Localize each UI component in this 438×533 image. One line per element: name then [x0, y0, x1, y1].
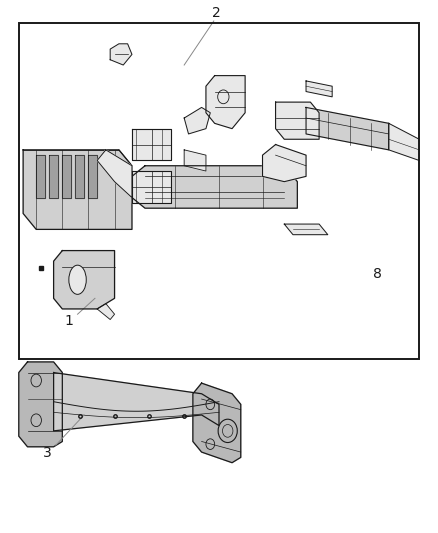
Polygon shape	[23, 150, 132, 229]
Polygon shape	[132, 166, 297, 208]
Text: 8: 8	[374, 268, 382, 281]
Polygon shape	[193, 383, 241, 463]
Text: 3: 3	[43, 446, 51, 460]
Polygon shape	[110, 44, 132, 65]
Polygon shape	[97, 150, 132, 198]
Polygon shape	[132, 128, 171, 160]
Polygon shape	[276, 102, 319, 139]
Polygon shape	[206, 76, 245, 128]
Polygon shape	[184, 150, 206, 171]
Polygon shape	[53, 373, 219, 431]
Text: 2: 2	[212, 6, 221, 20]
Polygon shape	[36, 155, 45, 198]
Bar	[19, 22, 419, 359]
Polygon shape	[184, 108, 210, 134]
Polygon shape	[88, 155, 97, 198]
Polygon shape	[262, 144, 306, 182]
Polygon shape	[306, 108, 389, 150]
Polygon shape	[49, 155, 58, 198]
Ellipse shape	[69, 265, 86, 294]
Text: 1: 1	[64, 314, 73, 328]
Polygon shape	[19, 362, 62, 447]
Polygon shape	[306, 81, 332, 97]
Polygon shape	[132, 171, 171, 203]
Polygon shape	[97, 304, 115, 319]
Polygon shape	[53, 251, 115, 309]
Polygon shape	[389, 123, 419, 160]
Polygon shape	[75, 155, 84, 198]
Polygon shape	[62, 155, 71, 198]
Polygon shape	[284, 224, 328, 235]
